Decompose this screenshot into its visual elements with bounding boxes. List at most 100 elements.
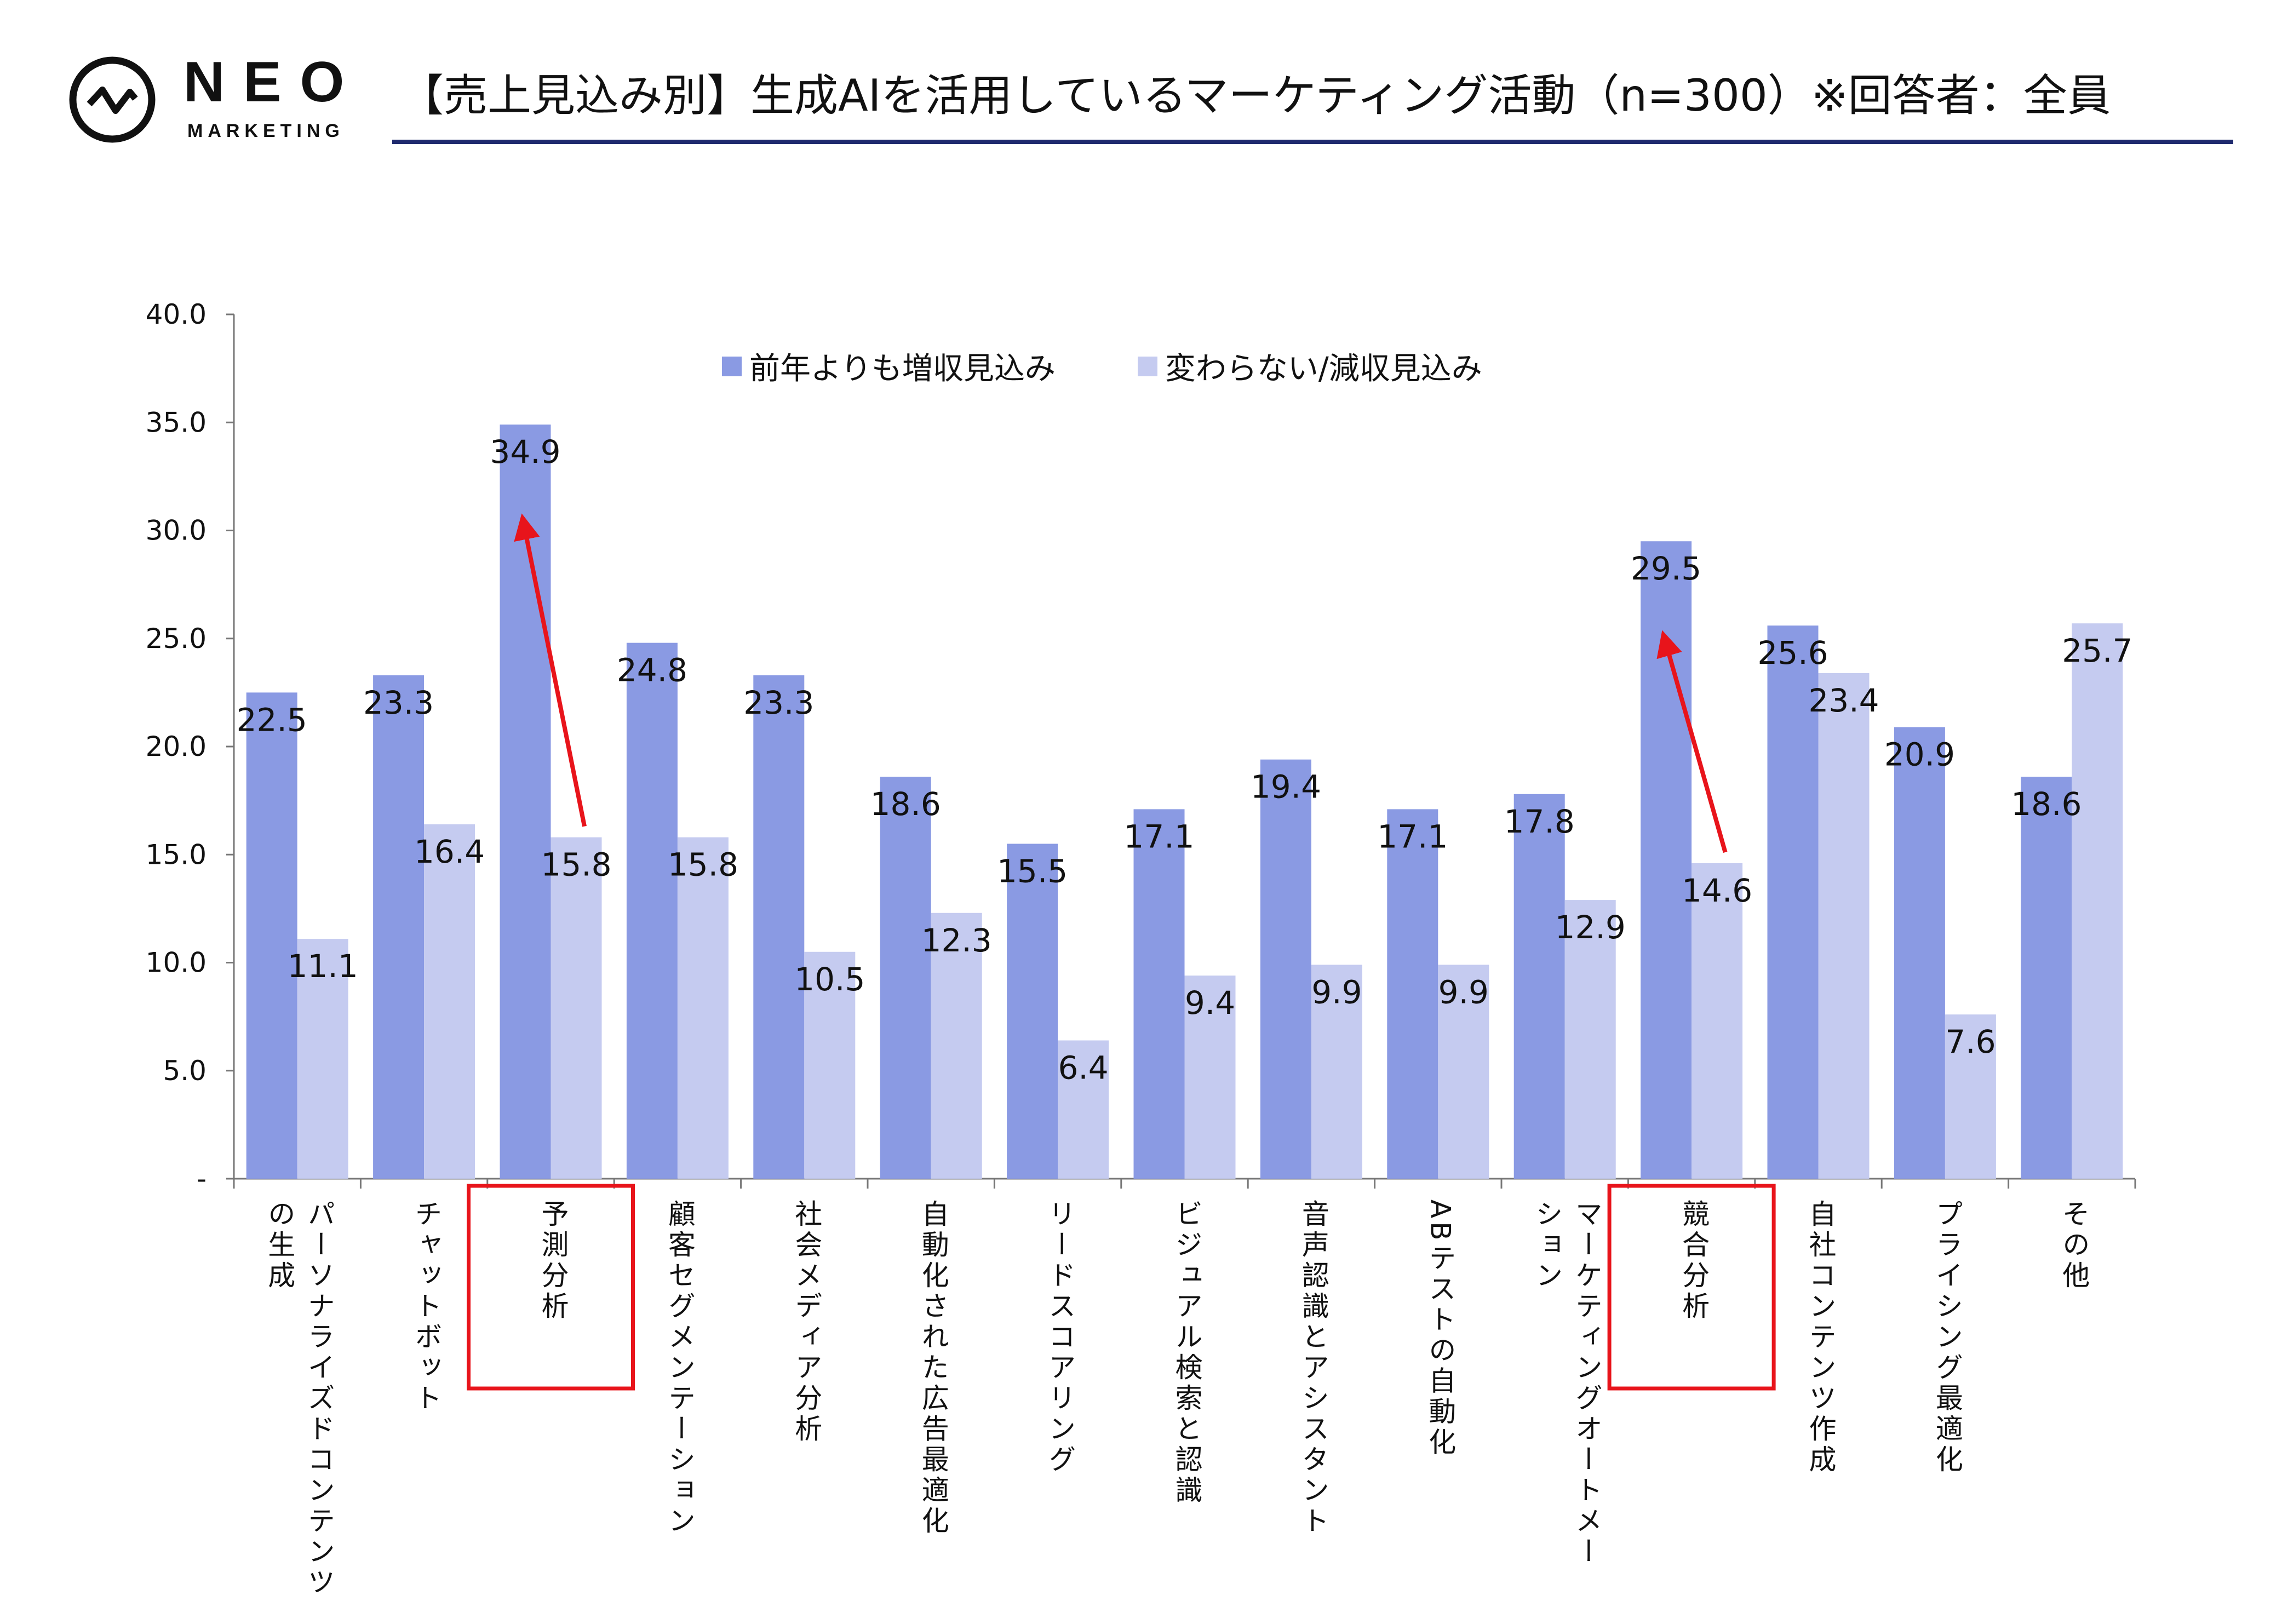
category-label: プライシング最適化 [1931,1200,1963,1476]
category-label: ビジュアル検索と認識 [1171,1200,1203,1506]
category-label: チャットボット [410,1200,443,1414]
data-label: 34.9 [490,433,560,470]
bar-increase [1133,809,1185,1179]
bar-increase [246,692,297,1179]
category-label: 顧客セグメンテーション [663,1200,696,1537]
y-tick-label: 35.0 [146,406,207,438]
data-label: 10.5 [794,961,865,998]
page-title: 【売上見込み別】生成AIを活用しているマーケティング活動（n=300）※回答者：… [400,70,2111,121]
bar-flat-decrease [1311,965,1362,1179]
y-tick-label: 25.0 [146,623,207,655]
data-label: 25.6 [1757,634,1828,672]
bar-flat-decrease [1058,1040,1109,1179]
bar-increase [1894,727,1945,1179]
logo-subtitle: MARKETING [187,120,345,141]
bar-flat-decrease [1692,863,1743,1179]
bar-flat-decrease [677,837,729,1179]
arrow-annotation [514,513,587,827]
data-label: 12.9 [1555,909,1626,946]
data-label: 6.4 [1058,1049,1108,1087]
bar-flat-decrease [804,951,856,1179]
data-label: 9.9 [1438,973,1489,1011]
legend-swatch [722,356,742,376]
category-label: 自社コンテンツ作成 [1804,1200,1837,1476]
data-label: 18.6 [2011,785,2082,823]
data-label: 29.5 [1631,550,1701,587]
legend-swatch [1137,356,1157,376]
bar-increase [1767,626,1819,1179]
data-label: 15.5 [997,853,1068,890]
data-label: 16.4 [414,833,485,870]
y-tick-label: 20.0 [146,731,207,762]
bar-increase [500,424,551,1179]
bar-increase [373,675,425,1179]
bar-flat-decrease [931,913,982,1179]
data-label: 22.5 [237,701,307,738]
data-label: 9.9 [1311,973,1362,1011]
bar-flat-decrease [1945,1014,1996,1179]
bar-flat-decrease [1564,900,1616,1179]
category-label: リードスコアリング [1044,1200,1076,1476]
data-label: 17.8 [1504,803,1575,840]
data-label: 19.4 [1251,768,1321,806]
logo-wordmark: NEO [184,50,363,114]
bar-flat-decrease [424,824,475,1179]
bar-flat-decrease [1818,673,1870,1179]
y-tick-label: 15.0 [146,839,207,870]
y-tick-label: 30.0 [146,515,207,547]
bar-increase [2021,777,2072,1179]
category-label: 社会メディア分析 [790,1200,823,1445]
bar-increase [1260,759,1311,1179]
category-label: ABテストの自動化 [1424,1200,1457,1459]
data-label: 18.6 [870,785,941,823]
logo-icon [69,56,156,143]
category-label: その他 [2058,1200,2090,1292]
bar-increase [753,675,805,1179]
y-tick-label: 10.0 [146,947,207,979]
data-label: 24.8 [617,652,687,689]
category-label: パーソナライズドコンテンツ の生成 [263,1200,335,1598]
bar-flat-decrease [2072,623,2123,1179]
data-label: 20.9 [1884,736,1955,773]
legend-item-flat-decrease: 変わらない/減収見込み [1137,344,1482,388]
category-label: 音声認識とアシスタント [1297,1200,1329,1537]
bar-increase [1007,843,1058,1179]
data-label: 23.3 [363,684,434,721]
data-label: 9.4 [1185,984,1235,1022]
highlight-box [467,1184,635,1391]
title-divider [392,140,2233,144]
y-tick-label: - [197,1163,207,1195]
category-label: 自動化された広告最適化 [917,1200,949,1537]
legend-item-increase: 前年よりも増収見込み [722,344,1056,388]
category-label: マーケティングオートメー ション [1531,1200,1603,1568]
legend-label: 前年よりも増収見込み [749,351,1056,387]
data-label: 25.7 [2062,632,2132,669]
category-label: 競合分析 [1678,1200,1710,1322]
data-label: 23.4 [1808,682,1879,719]
bar-increase [1513,794,1565,1179]
chart-legend: 前年よりも増収見込み 変わらない/減収見込み [722,344,1482,388]
bar-increase [880,777,931,1179]
category-label: 予測分析 [537,1200,569,1322]
data-label: 23.3 [743,684,814,721]
bar-flat-decrease [1438,965,1489,1179]
data-label: 12.3 [921,922,992,959]
data-label: 14.6 [1682,872,1752,909]
bar-flat-decrease [297,939,348,1179]
data-label: 17.1 [1377,818,1448,855]
data-label: 7.6 [1945,1023,1996,1060]
data-label: 15.8 [668,846,738,883]
arrow-annotation [1656,630,1728,853]
y-tick-label: 5.0 [163,1055,207,1087]
bar-increase [1387,809,1438,1179]
y-tick-label: 40.0 [146,299,207,330]
bar-flat-decrease [1184,975,1236,1179]
data-label: 11.1 [288,948,358,985]
data-label: 15.8 [541,846,611,883]
legend-label: 変わらない/減収見込み [1165,351,1482,387]
data-label: 17.1 [1123,818,1194,855]
bar-increase [626,642,678,1179]
bar-flat-decrease [551,837,602,1179]
highlight-box [1607,1184,1776,1391]
